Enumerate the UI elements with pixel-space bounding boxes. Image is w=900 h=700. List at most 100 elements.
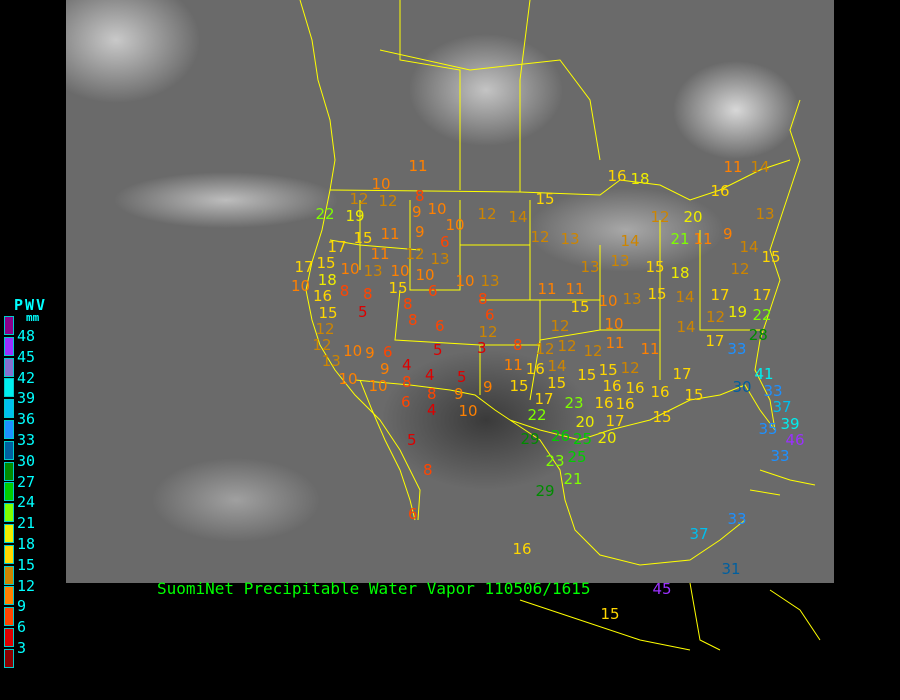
legend-tick: 42 <box>17 368 36 387</box>
station-pwv-value: 6 <box>428 281 438 300</box>
station-pwv-value: 13 <box>755 205 775 223</box>
caribbean-islands <box>749 469 816 496</box>
station-pwv-value: 17 <box>294 258 314 276</box>
station-pwv-value: 9 <box>380 360 390 378</box>
station-pwv-value: 10 <box>598 292 618 310</box>
legend-swatch <box>4 503 14 523</box>
station-pwv-value: 37 <box>689 525 709 543</box>
legend-tick: 18 <box>17 535 36 553</box>
station-pwv-value: 39 <box>780 414 800 433</box>
legend-tick: 33 <box>17 431 36 449</box>
station-pwv-value: 13 <box>480 272 500 290</box>
station-pwv-value: 19 <box>728 302 748 321</box>
station-pwv-value: 9 <box>415 223 425 241</box>
station-pwv-value: 8 <box>513 336 523 354</box>
legend-tick: 48 <box>17 327 36 345</box>
station-pwv-value: 12 <box>620 359 640 377</box>
station-pwv-value: 12 <box>312 336 332 355</box>
station-pwv-value: 4 <box>427 401 437 419</box>
station-pwv-value: 12 <box>550 317 570 335</box>
station-pwv-value: 16 <box>615 395 635 414</box>
station-pwv-value: 16 <box>525 360 545 378</box>
station-pwv-value: 15 <box>600 605 620 623</box>
station-pwv-value: 13 <box>430 249 450 268</box>
legend-swatch <box>4 357 14 377</box>
station-pwv-value: 23 <box>564 394 584 412</box>
station-pwv-value: 12 <box>378 192 398 210</box>
station-pwv-value: 14 <box>676 318 696 336</box>
station-pwv-value: 10 <box>445 216 465 235</box>
station-pwv-value: 28 <box>748 326 768 344</box>
station-pwv-value: 6 <box>485 306 495 324</box>
legend-tick: 45 <box>17 347 36 366</box>
station-pwv-value: 21 <box>670 230 690 248</box>
station-pwv-value: 22 <box>527 406 547 425</box>
station-pwv-value: 17 <box>710 285 730 304</box>
station-pwv-value: 9 <box>723 225 733 243</box>
station-pwv-value: 17 <box>327 238 347 257</box>
legend-tick: 21 <box>17 514 36 533</box>
station-pwv-value: 33 <box>763 381 783 400</box>
station-pwv-value: 14 <box>739 238 759 256</box>
station-pwv-value: 11 <box>605 334 625 352</box>
legend-title: PWV <box>14 296 48 314</box>
station-pwv-value: 20 <box>575 412 595 431</box>
station-pwv-value: 19 <box>345 207 365 225</box>
legend-swatch <box>4 399 14 419</box>
station-pwv-value: 6 <box>440 232 450 251</box>
station-pwv-value: 4 <box>402 356 412 374</box>
station-pwv-value: 18 <box>630 170 650 188</box>
legend-tick: 39 <box>17 389 36 408</box>
station-pwv-value: 21 <box>563 470 583 488</box>
legend-swatch <box>4 607 14 627</box>
legend-tick: 9 <box>17 597 27 616</box>
legend-swatch <box>4 420 14 439</box>
legend-tick: 3 <box>17 639 27 657</box>
legend-swatch <box>4 461 14 481</box>
station-pwv-value: 15 <box>647 285 667 303</box>
station-pwv-value: 10 <box>343 342 363 360</box>
station-pwv-value: 15 <box>388 278 408 297</box>
station-pwv-value: 25 <box>573 430 593 448</box>
station-pwv-value: 12 <box>706 308 726 326</box>
station-pwv-value: 22 <box>315 205 335 223</box>
station-pwv-value: 11 <box>370 245 390 264</box>
legend-swatch <box>4 482 14 502</box>
central-america <box>519 582 821 651</box>
us-canada-border <box>329 159 791 201</box>
station-pwv-value: 16 <box>607 167 627 185</box>
station-pwv-value: 10 <box>368 377 388 395</box>
station-pwv-value: 8 <box>427 385 437 403</box>
station-pwv-value: 15 <box>761 248 781 266</box>
station-pwv-value: 17 <box>752 286 772 304</box>
west-coastline <box>299 0 421 521</box>
station-pwv-value: 8 <box>363 285 373 303</box>
station-pwv-value: 16 <box>594 394 614 413</box>
map-title: SuomiNet Precipitable Water Vapor 110506… <box>157 579 591 598</box>
station-pwv-value: 6 <box>435 317 445 335</box>
station-pwv-value: 5 <box>457 368 467 386</box>
station-pwv-value: 4 <box>425 366 435 384</box>
us-mexico-border <box>354 379 511 421</box>
station-pwv-value: 9 <box>412 203 422 221</box>
legend-unit: mm <box>26 311 40 324</box>
station-pwv-value: 37 <box>772 397 792 416</box>
station-pwv-value: 5 <box>433 341 443 359</box>
station-pwv-value: 14 <box>620 232 640 250</box>
station-pwv-value: 18 <box>670 264 690 282</box>
station-pwv-value: 10 <box>340 260 360 278</box>
station-pwv-value: 14 <box>508 208 528 226</box>
legend-swatch <box>4 336 14 356</box>
station-pwv-value: 8 <box>415 187 425 205</box>
station-pwv-value: 12 <box>650 208 670 226</box>
legend-tick: 6 <box>17 618 27 637</box>
station-pwv-value: 16 <box>650 383 670 401</box>
station-pwv-value: 15 <box>547 373 567 392</box>
station-pwv-value: 15 <box>353 229 373 247</box>
station-pwv-value: 8 <box>403 295 413 313</box>
baja-coast <box>359 379 416 521</box>
station-pwv-value: 16 <box>313 286 333 305</box>
station-pwv-value: 12 <box>730 260 750 278</box>
station-pwv-value: 3 <box>477 339 487 358</box>
station-pwv-value: 12 <box>405 245 425 263</box>
